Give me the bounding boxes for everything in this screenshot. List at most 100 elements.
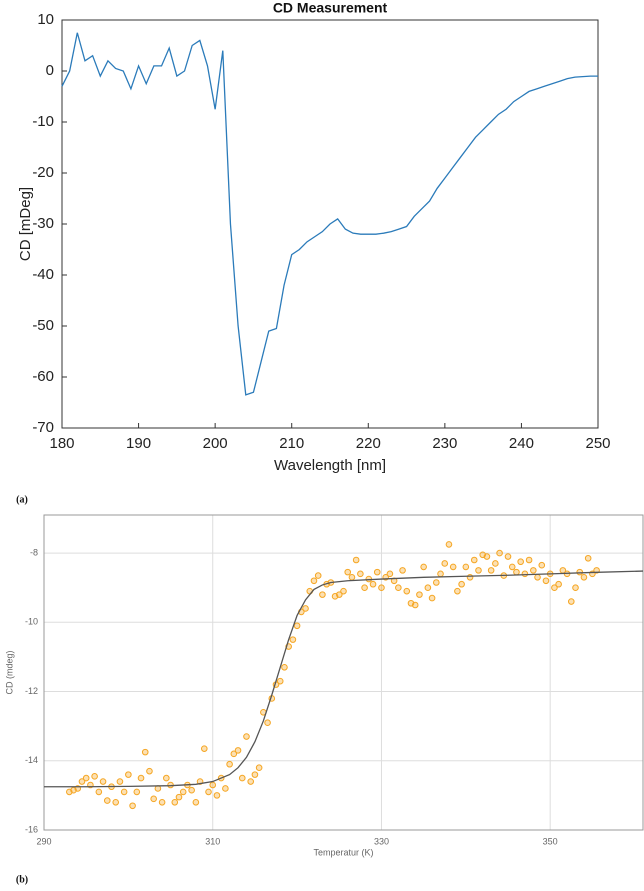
data-point — [517, 558, 524, 566]
x-tick-label: 290 — [36, 836, 51, 846]
data-point — [238, 774, 246, 782]
data-point — [293, 622, 301, 630]
data-point — [150, 795, 157, 803]
data-point — [572, 584, 579, 591]
data-point — [213, 792, 221, 799]
data-point — [99, 778, 107, 785]
data-point — [508, 563, 516, 571]
data-point — [146, 767, 153, 775]
y-tick-label: -30 — [32, 215, 54, 232]
data-point — [458, 580, 465, 588]
data-point — [171, 799, 179, 806]
x-tick-label: 330 — [374, 836, 389, 846]
y-axis-label: CD (mdeg) — [4, 650, 14, 694]
x-tick-label: 240 — [509, 435, 534, 452]
data-point — [361, 584, 368, 591]
data-point — [179, 788, 187, 796]
data-point — [222, 785, 229, 792]
data-point — [492, 560, 499, 567]
data-point — [454, 587, 461, 595]
data-point — [243, 733, 250, 740]
y-tick-label: -40 — [32, 266, 54, 283]
data-point — [567, 598, 575, 605]
data-point — [525, 556, 533, 564]
data-point — [302, 605, 309, 612]
data-point — [466, 574, 474, 581]
data-point — [192, 799, 200, 806]
panel-label: (b) — [16, 874, 28, 885]
x-tick-label: 250 — [585, 435, 610, 452]
data-point — [449, 563, 457, 571]
data-point — [496, 549, 503, 557]
data-point — [369, 580, 377, 588]
data-point — [276, 677, 284, 685]
data-point — [281, 664, 288, 671]
data-point — [445, 541, 453, 548]
y-tick-label: -60 — [32, 368, 54, 385]
data-line — [61, 32, 598, 396]
data-point — [251, 771, 259, 778]
x-tick-label: 200 — [203, 435, 228, 452]
data-point — [335, 591, 343, 598]
x-axis-label: Temperatur (K) — [313, 847, 373, 857]
data-point — [551, 584, 558, 591]
data-point — [82, 774, 90, 782]
data-point — [319, 591, 326, 598]
y-tick-label: 0 — [46, 62, 54, 79]
data-point — [234, 747, 242, 754]
data-point — [403, 587, 411, 595]
data-point — [378, 584, 385, 591]
y-tick-label: -14 — [25, 755, 38, 765]
panel-label: (a) — [16, 494, 28, 505]
data-point — [428, 594, 436, 602]
data-point — [513, 568, 520, 576]
data-point — [340, 587, 347, 595]
data-point — [424, 584, 432, 591]
data-point — [534, 574, 541, 581]
data-point — [420, 563, 427, 571]
data-point — [521, 570, 529, 578]
y-axis-label: CD [mDeg] — [17, 187, 34, 261]
y-tick-label: -20 — [32, 164, 54, 181]
data-point — [310, 577, 318, 585]
data-point — [78, 778, 86, 785]
data-point — [264, 719, 271, 726]
y-tick-label: -10 — [32, 113, 54, 130]
x-tick-label: 310 — [205, 836, 220, 846]
data-point — [416, 591, 423, 598]
y-tick-label: -12 — [25, 686, 38, 696]
x-tick-label: 190 — [126, 435, 151, 452]
data-point — [205, 788, 212, 796]
data-point — [462, 563, 470, 571]
data-point — [226, 760, 233, 768]
data-point — [129, 802, 136, 810]
data-point — [580, 574, 588, 581]
data-point — [200, 745, 208, 752]
data-point — [230, 750, 238, 758]
data-point — [441, 560, 449, 567]
data-point — [576, 568, 584, 576]
plot-frame — [43, 514, 644, 831]
y-tick-label: -16 — [25, 824, 38, 834]
data-point — [411, 601, 419, 609]
data-point — [399, 567, 406, 574]
data-point — [542, 577, 550, 585]
chart-title: CD Measurement — [273, 0, 388, 16]
data-point — [487, 567, 495, 574]
y-tick-label: -10 — [25, 617, 38, 627]
data-point — [348, 574, 356, 581]
data-point — [386, 570, 394, 578]
data-point — [103, 797, 111, 804]
x-tick-label: 350 — [543, 836, 558, 846]
data-point — [255, 764, 263, 771]
data-point — [437, 570, 444, 578]
y-tick-label: 10 — [37, 11, 54, 28]
data-point — [504, 553, 512, 560]
data-point — [175, 793, 183, 801]
data-point — [137, 774, 145, 782]
data-point — [357, 570, 364, 578]
data-point — [209, 781, 217, 789]
y-tick-label: -50 — [32, 317, 54, 334]
